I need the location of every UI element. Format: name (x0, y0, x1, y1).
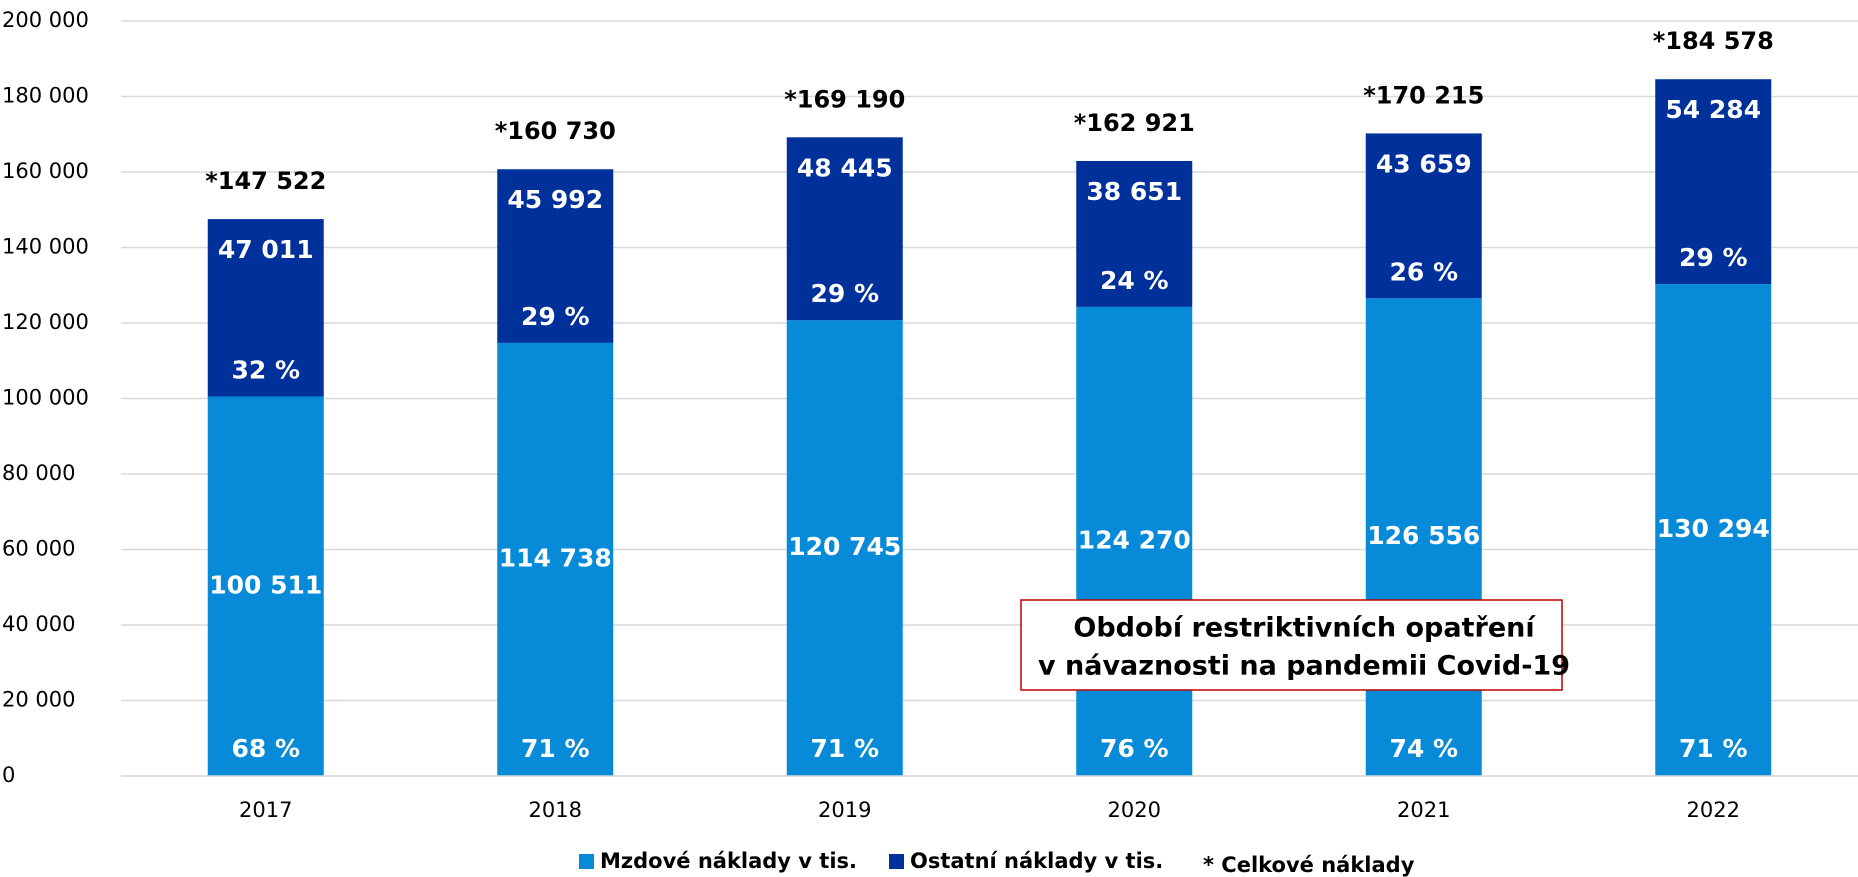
value-label: 114 738 (499, 543, 612, 572)
x-tick-label: 2019 (818, 798, 871, 822)
annotation-text: Období restriktivních opatření (1073, 613, 1536, 644)
bar-segment (207, 219, 324, 397)
value-label: 45 992 (507, 185, 603, 214)
value-label: 100 511 (209, 570, 322, 599)
total-label: *160 730 (495, 117, 616, 145)
value-label: 54 284 (1665, 95, 1761, 124)
y-tick-label: 180 000 (2, 84, 89, 108)
share-label: 29 % (1679, 243, 1748, 272)
y-tick-label: 100 000 (2, 386, 89, 410)
y-tick-label: 200 000 (2, 8, 89, 32)
share-label: 71 % (521, 734, 590, 763)
share-label: 71 % (810, 734, 879, 763)
value-label: 43 659 (1376, 149, 1472, 178)
total-label: *184 578 (1653, 27, 1774, 55)
share-label: 24 % (1100, 266, 1169, 295)
value-label: 124 270 (1078, 525, 1191, 554)
total-label: *169 190 (784, 85, 905, 113)
legend-swatch (579, 854, 594, 869)
x-tick-label: 2022 (1687, 798, 1740, 822)
share-label: 71 % (1679, 734, 1748, 763)
bar-segment (1365, 298, 1482, 776)
share-label: 29 % (810, 279, 879, 308)
value-label: 48 445 (797, 153, 893, 182)
x-tick-label: 2017 (239, 798, 292, 822)
legend-swatch (889, 854, 904, 869)
value-label: 130 294 (1657, 514, 1770, 543)
y-tick-label: 80 000 (2, 461, 75, 485)
annotation-text: v návaznosti na pandemii Covid-19 (1038, 651, 1570, 682)
legend-label: Mzdové náklady v tis. (600, 849, 857, 873)
y-tick-label: 0 (2, 763, 15, 787)
y-tick-label: 20 000 (2, 688, 75, 712)
y-tick-label: 160 000 (2, 159, 89, 183)
y-tick-label: 120 000 (2, 310, 89, 334)
total-note: * Celkové náklady (1203, 853, 1415, 877)
x-tick-label: 2020 (1108, 798, 1161, 822)
bar-segment (497, 342, 614, 776)
value-label: 47 011 (218, 235, 314, 264)
y-tick-label: 140 000 (2, 235, 89, 259)
bar-segment (1655, 284, 1772, 776)
bar-segment (1365, 133, 1482, 299)
share-label: 76 % (1100, 734, 1169, 763)
value-label: 120 745 (788, 532, 901, 561)
total-label: *170 215 (1363, 81, 1484, 109)
bar-segment (1655, 79, 1772, 285)
y-tick-label: 40 000 (2, 612, 75, 636)
bar-segment (497, 169, 614, 343)
total-label: *162 921 (1074, 109, 1195, 137)
bar-segment (786, 137, 903, 321)
legend-label: Ostatní náklady v tis. (910, 849, 1163, 873)
share-label: 26 % (1389, 257, 1458, 286)
share-label: 32 % (231, 356, 300, 385)
bar-segment (207, 396, 324, 776)
y-tick-label: 60 000 (2, 537, 75, 561)
bar-segment (1076, 160, 1193, 307)
bar-segment (786, 320, 903, 776)
total-label: *147 522 (205, 167, 326, 195)
bar-segment (1076, 306, 1193, 776)
x-tick-label: 2021 (1397, 798, 1450, 822)
share-label: 68 % (231, 734, 300, 763)
share-label: 29 % (521, 302, 590, 331)
annotation-box (1020, 599, 1563, 691)
value-label: 38 651 (1086, 177, 1182, 206)
value-label: 126 556 (1367, 521, 1480, 550)
x-tick-label: 2018 (529, 798, 582, 822)
share-label: 74 % (1389, 734, 1458, 763)
